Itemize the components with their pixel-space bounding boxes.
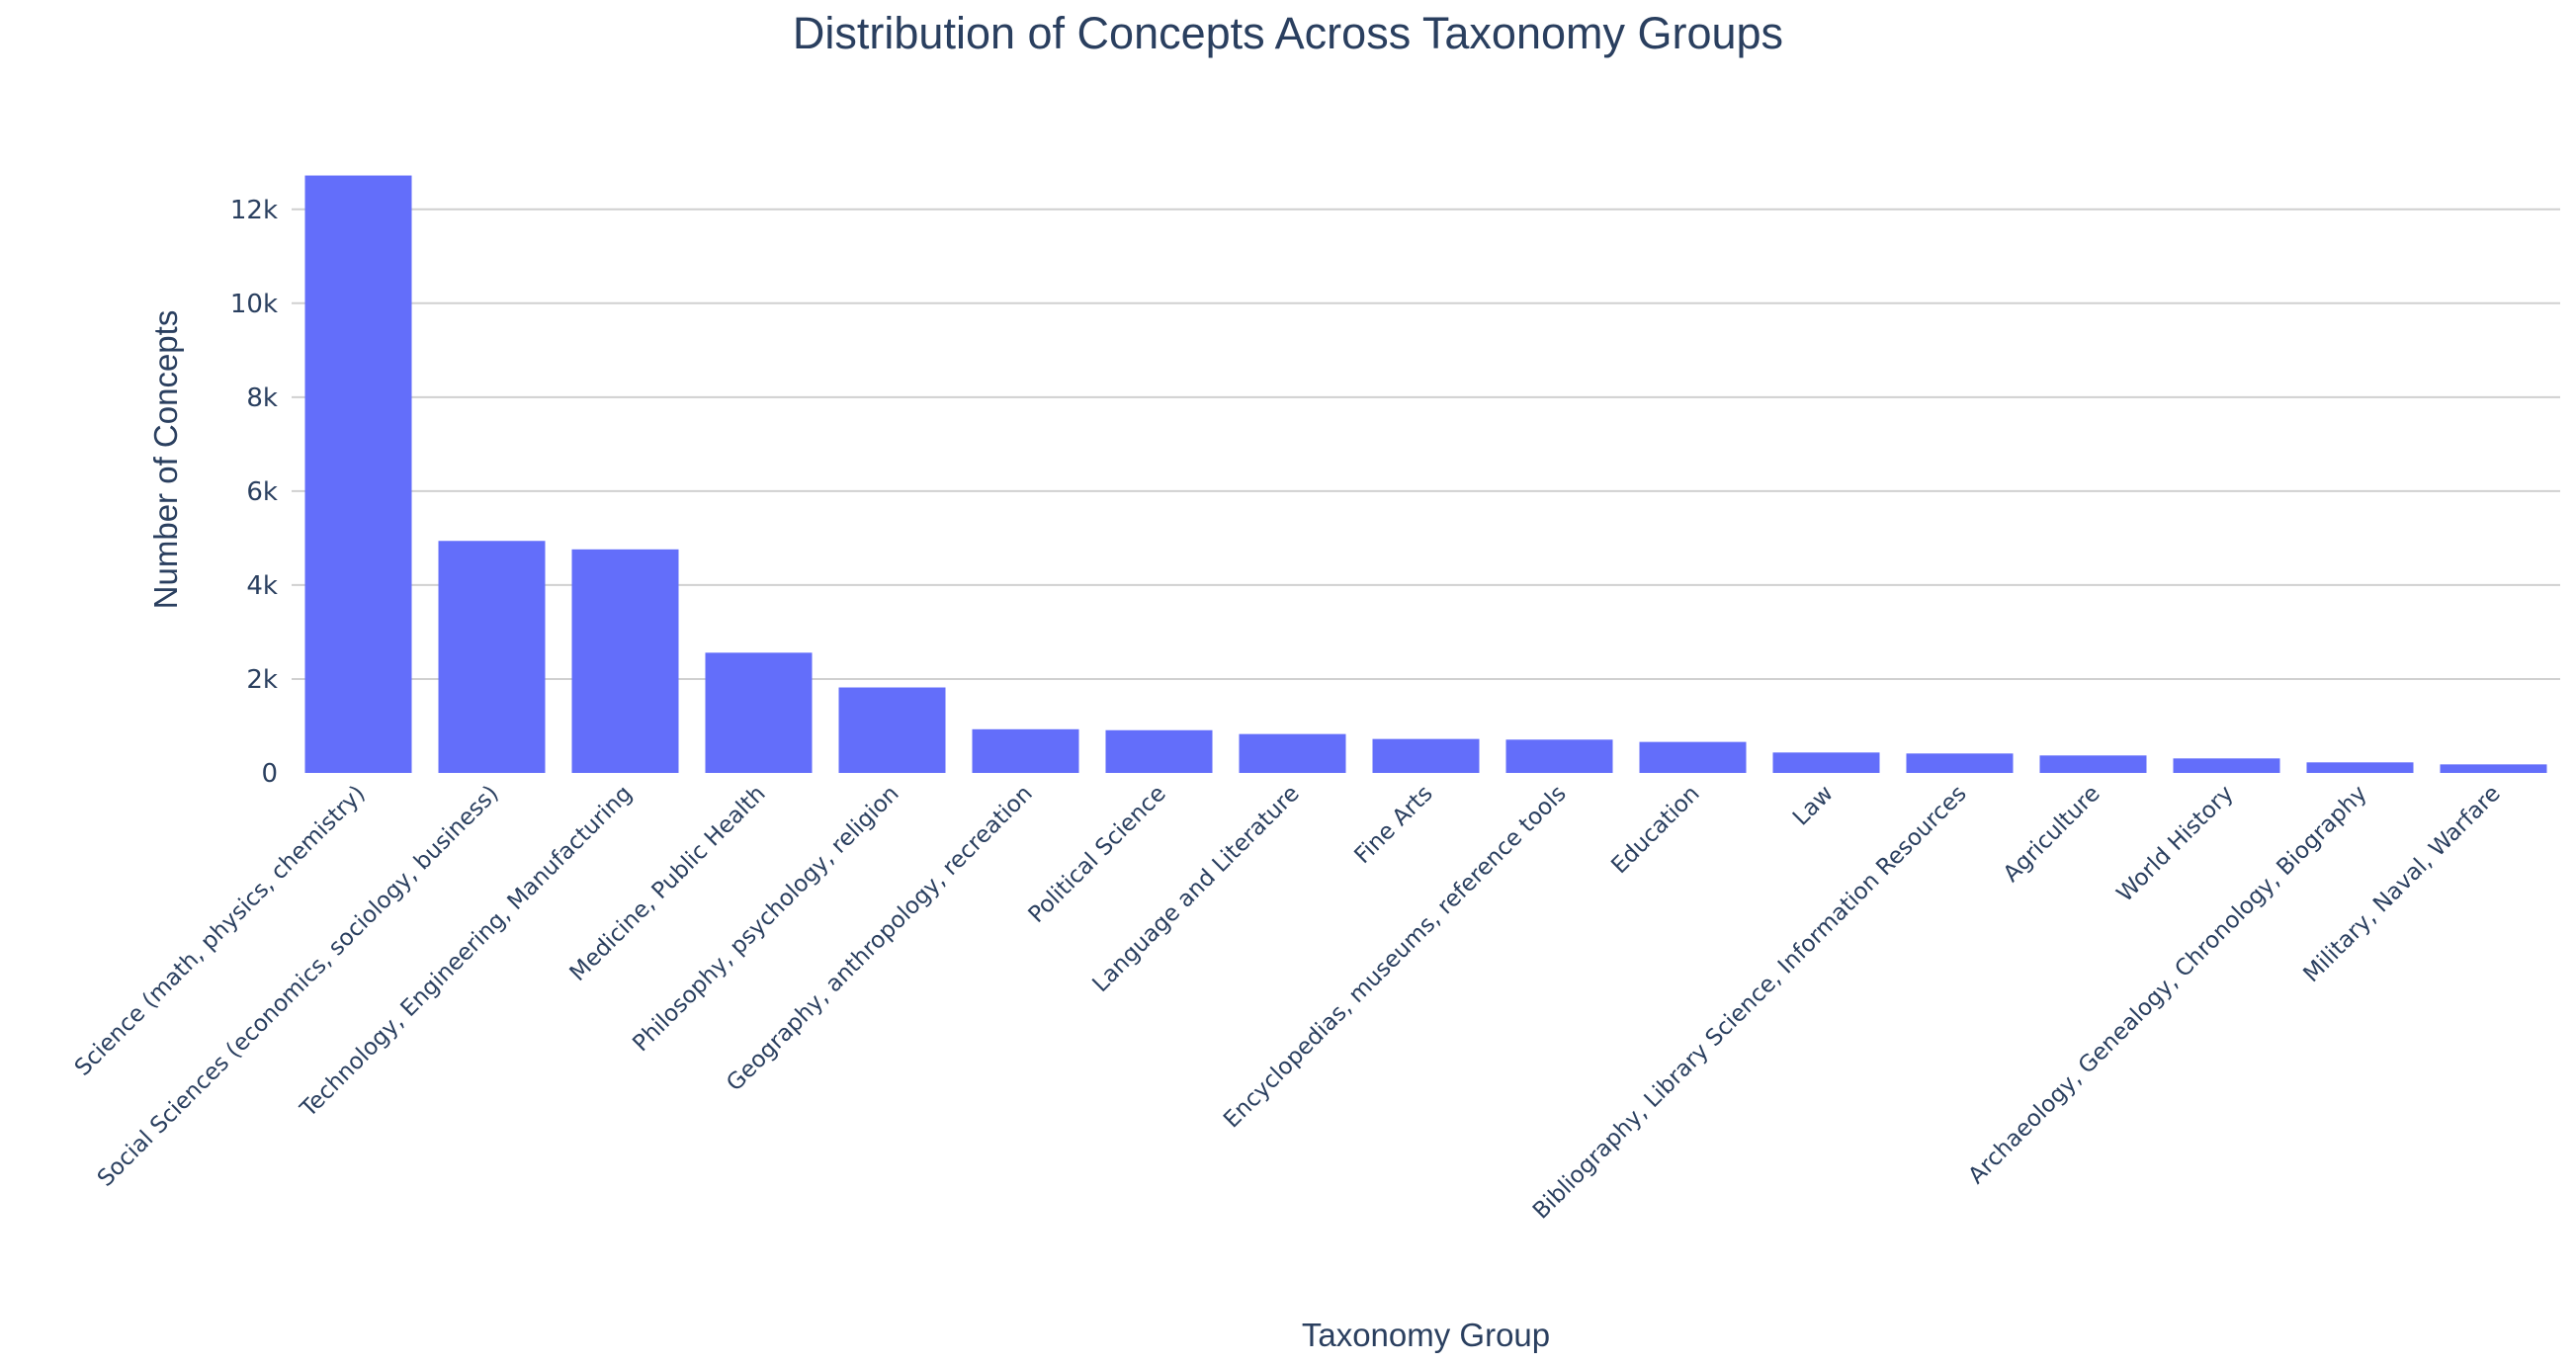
x-tick-label: Geography, anthropology, recreation [722, 781, 1038, 1097]
y-tick-label: 4k [246, 571, 278, 601]
y-tick-label: 8k [246, 384, 278, 413]
x-axis-label: Taxonomy Group [1301, 1317, 1551, 1353]
bar [972, 728, 1079, 773]
x-tick-label: Law [1788, 781, 1839, 831]
bar [304, 175, 412, 773]
y-tick-label: 2k [246, 665, 278, 695]
x-tick-label: Education [1606, 781, 1704, 879]
bar [838, 687, 946, 773]
bar [705, 652, 813, 773]
bar [1772, 752, 1880, 773]
bar [1639, 741, 1747, 773]
bar [1105, 729, 1213, 773]
x-tick-label: Political Science [1024, 781, 1171, 928]
chart-title: Distribution of Concepts Across Taxonomy… [792, 8, 1784, 58]
x-tick-label: Agriculture [1999, 781, 2105, 888]
y-tick-label: 6k [246, 477, 278, 507]
bar [2173, 758, 2280, 773]
x-tick-label: Fine Arts [1350, 781, 1438, 869]
x-tick-label: World History [2112, 781, 2239, 907]
y-tick-label: 10k [230, 290, 278, 319]
x-tick-label: Philosophy, psychology, religion [628, 781, 903, 1057]
bar [2440, 764, 2547, 773]
bar [571, 549, 679, 773]
bar [1505, 739, 1613, 773]
bar [2039, 755, 2147, 773]
bar [1239, 733, 1346, 773]
bar [1372, 738, 1480, 773]
y-tick-label: 12k [230, 196, 278, 225]
x-tick-label: Bibliography, Library Science, Informati… [1528, 781, 1972, 1225]
bar [438, 541, 546, 773]
bar [1906, 753, 2014, 773]
bar [2306, 762, 2414, 773]
x-tick-label: Science (math, physics, chemistry) [70, 781, 371, 1081]
y-tick-label: 0 [261, 759, 278, 789]
